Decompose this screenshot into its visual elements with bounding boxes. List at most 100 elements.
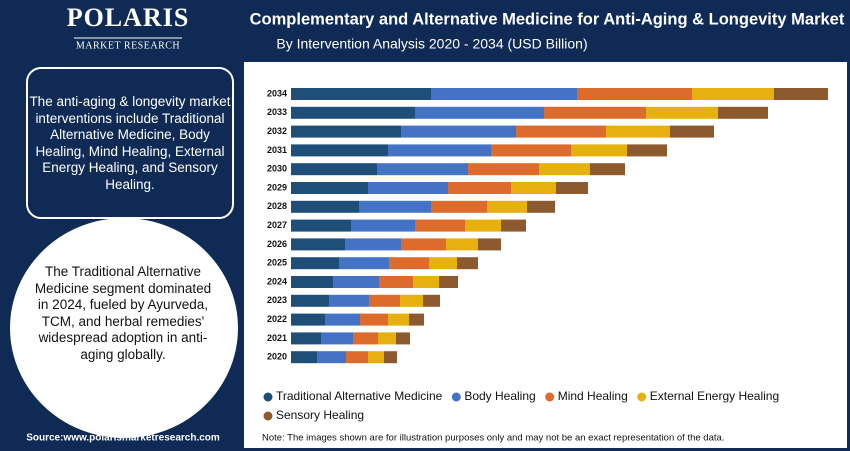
- y-tick-label: 2020: [267, 352, 287, 362]
- bar: [359, 200, 431, 213]
- y-tick-label: 2031: [267, 145, 287, 155]
- legend-marker: [263, 392, 273, 402]
- bar: [457, 257, 478, 270]
- bar: [388, 144, 491, 157]
- bar: [527, 200, 555, 213]
- bar: [468, 163, 539, 176]
- bar: [291, 219, 351, 232]
- bar: [431, 200, 487, 213]
- bar: [423, 294, 440, 307]
- chart-title: Complementary and Alternative Medicine f…: [250, 10, 845, 28]
- bar: [291, 106, 415, 119]
- bar: [325, 313, 360, 326]
- legend-label: Traditional Alternative Medicine: [276, 389, 443, 403]
- y-tick-label: 2022: [267, 314, 287, 324]
- bar: [378, 332, 396, 345]
- bar: [339, 257, 389, 270]
- bar: [291, 332, 321, 345]
- bar: [491, 144, 571, 157]
- bar: [291, 294, 329, 307]
- bar: [291, 200, 359, 213]
- bar: [377, 163, 468, 176]
- bar: [415, 219, 465, 232]
- logo-tagline: MARKET RESEARCH: [76, 40, 180, 51]
- bar: [291, 257, 339, 270]
- bar: [774, 88, 828, 100]
- bar: [291, 163, 377, 176]
- legend-label: Sensory Healing: [276, 408, 364, 422]
- info-circle: [10, 218, 238, 438]
- chart-subtitle: By Intervention Analysis 2020 - 2034 (US…: [276, 36, 587, 52]
- bar: [321, 332, 353, 345]
- bar: [590, 163, 625, 176]
- bar: [446, 238, 478, 251]
- bar: [353, 332, 378, 345]
- bar: [345, 238, 401, 251]
- source: Source:www.polarismarketresearch.com: [26, 433, 220, 444]
- bar: [291, 125, 401, 138]
- bar: [368, 351, 384, 364]
- y-tick-label: 2024: [267, 276, 287, 286]
- y-tick-label: 2023: [267, 295, 287, 305]
- bar: [401, 125, 516, 138]
- y-tick-label: 2028: [267, 201, 287, 211]
- bar: [368, 182, 448, 194]
- bar: [556, 182, 588, 194]
- bar: [369, 294, 400, 307]
- info-box: [26, 67, 234, 219]
- bar: [389, 257, 429, 270]
- bar: [291, 351, 317, 364]
- bar: [718, 106, 768, 119]
- bar: [539, 163, 590, 176]
- legend-label: Body Healing: [464, 389, 535, 403]
- info-circle-text: The Traditional Alternative Medicine seg…: [34, 264, 212, 362]
- y-tick-label: 2027: [267, 220, 287, 230]
- bar: [409, 313, 424, 326]
- bar: [606, 125, 670, 138]
- bar: [346, 351, 368, 364]
- bar: [627, 144, 667, 157]
- y-tick-label: 2021: [267, 333, 287, 343]
- legend-label: External Energy Healing: [650, 389, 779, 403]
- bar: [439, 276, 458, 288]
- bar: [401, 238, 446, 251]
- y-tick-label: 2030: [267, 164, 287, 174]
- bar: [400, 294, 423, 307]
- bar: [415, 106, 544, 119]
- bar: [360, 313, 388, 326]
- legend-marker: [637, 392, 647, 402]
- bar: [478, 238, 501, 251]
- bar: [291, 88, 431, 100]
- legend-marker: [545, 392, 555, 402]
- bar: [577, 88, 692, 100]
- legend-label: Mind Healing: [558, 389, 628, 403]
- y-tick-label: 2032: [267, 126, 287, 136]
- y-tick-label: 2033: [267, 107, 287, 117]
- bar: [351, 219, 415, 232]
- bar: [646, 106, 718, 119]
- header-band: [244, 0, 850, 62]
- info-box-text: The anti-aging & longevity market interv…: [29, 94, 231, 192]
- legend-marker: [263, 411, 273, 421]
- bar: [291, 313, 325, 326]
- bar: [571, 144, 627, 157]
- bar: [448, 182, 511, 194]
- y-tick-label: 2025: [267, 258, 287, 268]
- y-tick-label: 2034: [267, 88, 287, 98]
- bar: [670, 125, 714, 138]
- bar: [384, 351, 397, 364]
- bar: [544, 106, 646, 119]
- legend-marker: [451, 392, 461, 402]
- bar: [465, 219, 501, 232]
- note: Note: The images shown are for illustrat…: [262, 433, 724, 444]
- y-tick-label: 2029: [267, 182, 287, 192]
- logo-name: POLARIS: [67, 3, 190, 32]
- bar: [692, 88, 774, 100]
- bar: [388, 313, 409, 326]
- bar: [396, 332, 410, 345]
- bar: [317, 351, 346, 364]
- bar: [291, 238, 345, 251]
